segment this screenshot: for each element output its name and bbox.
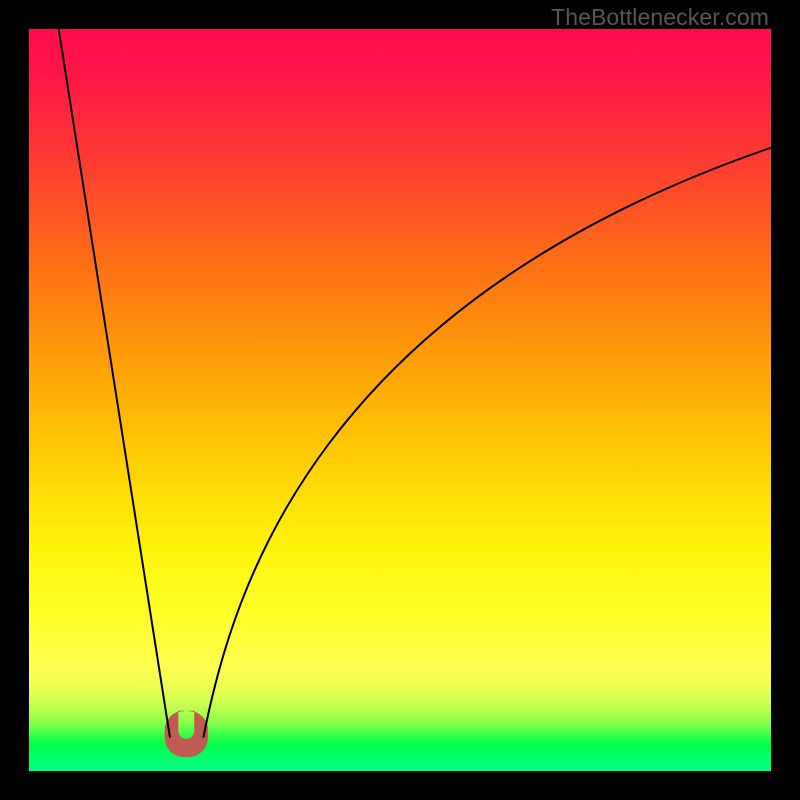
chart-gradient-background <box>29 29 771 771</box>
watermark-label: TheBottlenecker.com <box>551 4 769 31</box>
bottleneck-chart <box>29 29 771 771</box>
